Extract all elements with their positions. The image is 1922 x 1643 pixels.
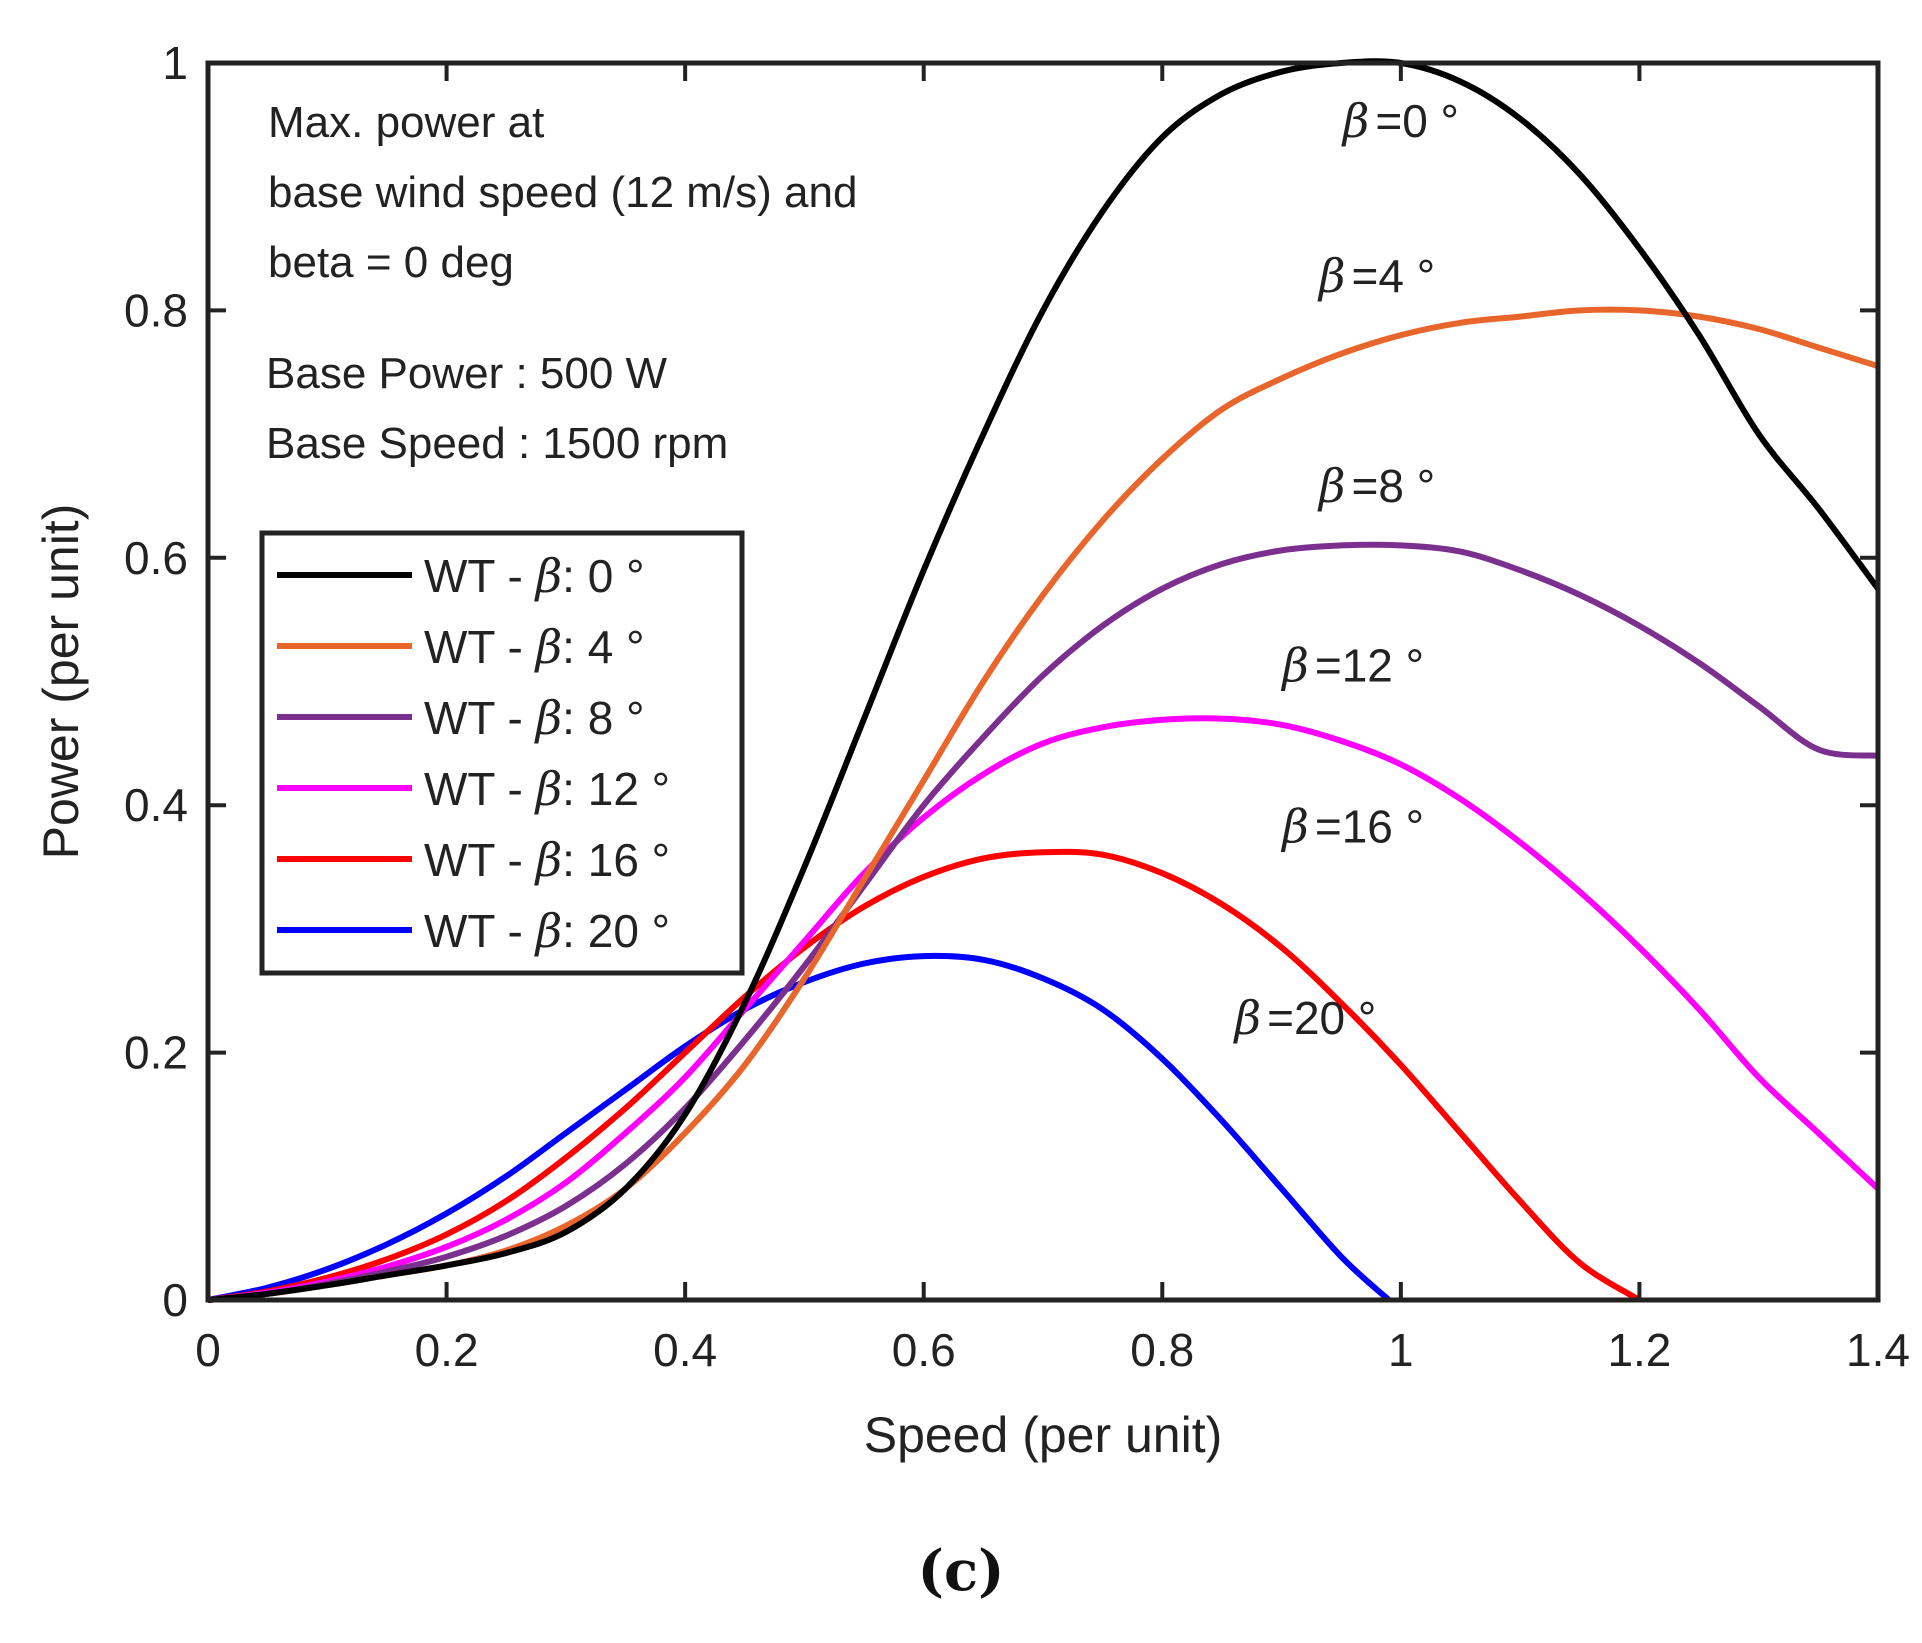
beta-symbol: β: [1317, 459, 1346, 513]
curve-label-value: =12 °: [1315, 640, 1424, 692]
x-tick-label: 0: [195, 1324, 221, 1376]
y-tick-label: 0.4: [124, 779, 188, 831]
curve-label-value: =4 °: [1351, 250, 1435, 302]
annotation-line: beta = 0 deg: [268, 238, 514, 287]
beta-symbol: β: [1341, 94, 1370, 148]
legend-suffix: : 4 °: [562, 621, 644, 673]
curve-label: β =16 °: [1280, 799, 1424, 853]
series-line-beta-2: [207, 541, 1879, 1303]
figure-caption: (c): [917, 1538, 1005, 1604]
legend-prefix: WT -: [424, 905, 536, 957]
legend: WT - β: 0 °WT - β: 0 °WT - β: 4 °WT - β:…: [259, 530, 745, 976]
x-tick-label: 1.4: [1846, 1324, 1910, 1376]
legend-entry: WT - β: 4 °: [424, 620, 645, 674]
legend-suffix: : 20 °: [562, 905, 670, 957]
legend-entry: WT - β: 12 °: [424, 762, 670, 816]
y-tick-label: 1: [162, 37, 188, 89]
beta-symbol: β: [534, 762, 563, 816]
beta-symbol: β: [534, 620, 563, 674]
beta-symbol: β: [1317, 249, 1346, 303]
curve-label-value: =20 °: [1267, 992, 1376, 1044]
beta-symbol: β: [534, 833, 563, 887]
legend-prefix: WT -: [424, 763, 536, 815]
x-tick-label: 1: [1388, 1324, 1414, 1376]
legend-suffix: : 12 °: [562, 763, 670, 815]
curve-label-value: =8 °: [1351, 460, 1435, 512]
legend-prefix: WT -: [424, 692, 536, 744]
beta-symbol: β: [1233, 991, 1262, 1045]
legend-box: [259, 530, 745, 976]
axes-box: [205, 60, 1881, 1303]
base-info-line: Base Speed : 1500 rpm: [266, 419, 728, 468]
x-tick-label: 0.4: [653, 1324, 717, 1376]
legend-entry: WT - β: 8 °: [424, 691, 645, 745]
series-line-beta-3: [207, 715, 1881, 1303]
curve-label: β =0 °: [1341, 94, 1459, 148]
series-line-beta-5: [207, 952, 1391, 1303]
series-line-beta-0: [207, 58, 1881, 1303]
y-axis-label: Power (per unit): [33, 504, 89, 860]
curve-label: β =12 °: [1280, 639, 1424, 693]
y-tick-label: 0.6: [124, 532, 188, 584]
y-tick-label: 0.8: [124, 284, 188, 336]
beta-symbol: β: [534, 691, 563, 745]
annotation-line: base wind speed (12 m/s) and: [268, 168, 857, 217]
legend-entry: WT - β: 20 °: [424, 904, 670, 958]
legend-suffix: : 8 °: [562, 692, 644, 744]
beta-symbol: β: [1280, 799, 1309, 853]
curve-label-value: =16 °: [1315, 800, 1424, 852]
legend-suffix: : 16 °: [562, 834, 670, 886]
beta-symbol: β: [534, 904, 563, 958]
series-layer: [207, 58, 1881, 1303]
legend-entry: WT - β: 0 °: [424, 549, 645, 603]
text-layer: Speed (per unit) Power (per unit) Max. pow…: [33, 98, 1222, 1463]
curve-label-value: =0 °: [1375, 95, 1459, 147]
legend-entry: WT - β: 16 °: [424, 833, 670, 887]
curve-label: β =4 °: [1317, 249, 1435, 303]
x-tick-label: 0.6: [892, 1324, 956, 1376]
legend-suffix: : 0 °: [562, 550, 644, 602]
legend-prefix: WT -: [424, 550, 536, 602]
legend-prefix: WT -: [424, 834, 536, 886]
chart: 0 0.2 0.4 0.6 0.8 1 1.2 1.4 0 0.2 0.4 0.6 0.8 1 Speed…: [33, 37, 1910, 1463]
beta-labels: β =0 °β =4 °β =8 °β =12 °β =16 °β =20 °: [1233, 94, 1459, 1045]
y-tick-label: 0.2: [124, 1027, 188, 1079]
legend-prefix: WT -: [424, 621, 536, 673]
beta-symbol: β: [1280, 639, 1309, 693]
beta-symbol: β: [534, 549, 563, 603]
annotation-line: Max. power at: [268, 98, 544, 147]
ticks-layer: 0 0.2 0.4 0.6 0.8 1 1.2 1.4 0 0.2 0.4 0.6 0.8 1: [124, 37, 1910, 1376]
series-line-beta-4: [207, 848, 1641, 1303]
curve-label: β =20 °: [1233, 991, 1377, 1045]
x-tick-label: 0.2: [415, 1324, 479, 1376]
curve-label: β =8 °: [1317, 459, 1435, 513]
x-tick-label: 0.8: [1130, 1324, 1194, 1376]
base-info-line: Base Power : 500 W: [266, 349, 668, 398]
x-tick-label: 1.2: [1607, 1324, 1671, 1376]
x-axis-label: Speed (per unit): [864, 1407, 1223, 1463]
y-tick-label: 0: [162, 1274, 188, 1326]
